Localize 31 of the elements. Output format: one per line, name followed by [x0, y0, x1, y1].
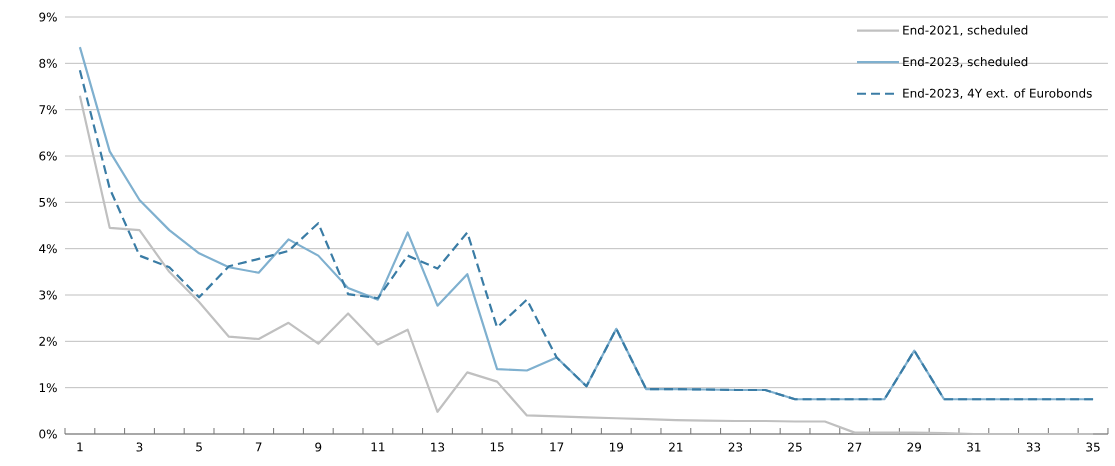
y-tick-label: 9%: [39, 12, 57, 22]
x-tick-label: 13: [431, 442, 445, 452]
x-tick-label: 3: [136, 442, 143, 452]
x-tick-label: 33: [1026, 442, 1041, 452]
y-tick-label: 3%: [39, 290, 57, 300]
y-tick-label: 8%: [39, 58, 57, 68]
y-tick-label: 4%: [39, 244, 57, 254]
legend-label: End-2023, scheduled: [903, 56, 1028, 68]
x-tick-label: 21: [669, 442, 683, 452]
x-tick-label: 9: [315, 442, 322, 452]
x-tick-label: 15: [490, 442, 504, 452]
x-tick-label: 35: [1086, 442, 1100, 452]
y-tick-label: 2%: [39, 336, 57, 346]
y-tick-label: 5%: [39, 197, 57, 207]
x-tick-label: 1: [77, 442, 83, 452]
y-tick-label: 6%: [39, 151, 57, 161]
x-tick-label: 29: [907, 442, 922, 452]
y-tick-label: 0%: [39, 429, 57, 439]
x-tick-label: 5: [196, 442, 202, 452]
x-tick-label: 7: [255, 442, 262, 452]
x-tick-label: 23: [728, 442, 743, 452]
x-tick-label: 27: [847, 442, 862, 452]
legend-label: End-2021, scheduled: [903, 25, 1028, 36]
x-tick-label: 25: [788, 442, 802, 452]
x-tick-label: 11: [371, 442, 385, 452]
legend-label: End-2023, 4Y ext. of Eurobonds: [903, 88, 1092, 99]
y-tick-label: 7%: [39, 105, 57, 115]
x-tick-label: 17: [550, 442, 564, 452]
x-tick-label: 31: [967, 442, 981, 452]
x-tick-label: 19: [609, 442, 624, 452]
y-tick-label: 1%: [39, 383, 57, 393]
